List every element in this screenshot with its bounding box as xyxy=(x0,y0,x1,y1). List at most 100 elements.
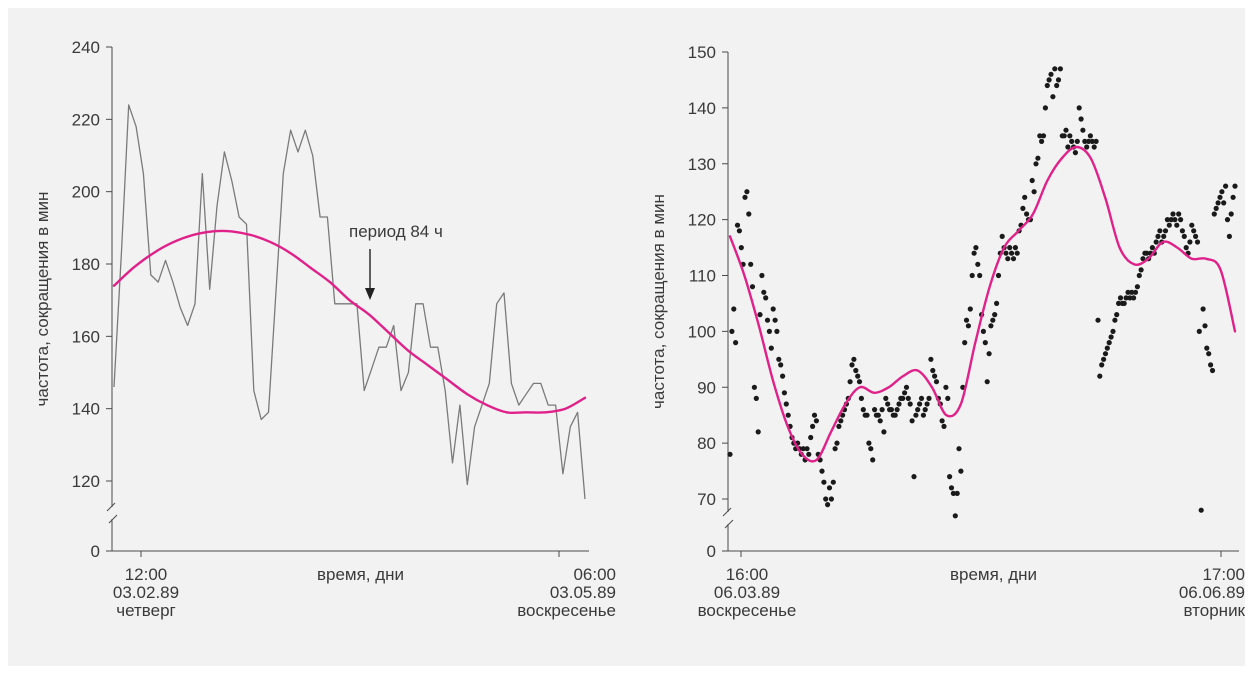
y-tick-label: 220 xyxy=(72,110,100,129)
data-point xyxy=(1174,222,1180,228)
data-point xyxy=(1138,267,1144,273)
data-point xyxy=(866,440,872,446)
data-point xyxy=(770,306,776,312)
data-point xyxy=(810,423,816,429)
data-point xyxy=(1134,284,1140,290)
data-point xyxy=(1224,217,1231,223)
data-point xyxy=(1082,138,1088,144)
data-point xyxy=(1087,133,1093,139)
y-tick-label: 240 xyxy=(72,38,100,57)
x-axis-label: время, дни xyxy=(950,565,1037,584)
data-point xyxy=(1116,300,1122,306)
data-point xyxy=(1093,138,1099,144)
y-tick-label: 140 xyxy=(688,99,716,118)
data-point xyxy=(982,340,988,346)
data-point xyxy=(860,407,866,413)
chart-canvas: 0 120 140 160 180 200 220 240 частота, сокращени… xyxy=(33,38,1245,620)
data-point xyxy=(1181,233,1187,239)
data-point xyxy=(894,407,900,413)
data-point xyxy=(731,306,737,312)
data-point xyxy=(896,401,902,407)
x-tick-label-day: воскресенье xyxy=(517,601,616,620)
data-point xyxy=(1108,334,1114,340)
data-point xyxy=(924,401,930,407)
y-axis-label: частота, сокращения в мин xyxy=(33,192,52,407)
data-point xyxy=(1089,138,1095,144)
data-point xyxy=(800,446,806,452)
data-point xyxy=(943,384,949,390)
data-point xyxy=(1097,373,1103,379)
data-point xyxy=(1198,507,1204,513)
axis-break-mark xyxy=(724,519,734,529)
data-point xyxy=(858,395,865,401)
data-point xyxy=(1114,312,1120,318)
data-point xyxy=(1110,328,1116,334)
data-point xyxy=(999,233,1005,239)
data-point xyxy=(885,401,891,407)
data-point xyxy=(834,440,840,446)
data-point xyxy=(764,317,771,323)
data-point xyxy=(838,418,844,424)
data-point xyxy=(915,407,921,413)
fit-curve xyxy=(728,145,1237,463)
data-point xyxy=(763,295,769,301)
data-point xyxy=(875,412,881,418)
y-tick-label: 130 xyxy=(688,155,716,174)
data-point xyxy=(1132,289,1139,295)
data-point xyxy=(1213,205,1219,211)
data-point xyxy=(1074,138,1080,144)
data-point xyxy=(1123,295,1129,301)
data-point xyxy=(1194,239,1201,245)
data-point xyxy=(1206,351,1212,357)
y-tick-label: 200 xyxy=(72,183,100,202)
data-point xyxy=(892,412,898,418)
data-point xyxy=(1215,200,1221,206)
data-point xyxy=(1055,77,1062,83)
data-point xyxy=(785,412,791,418)
data-point xyxy=(1067,133,1073,139)
data-point xyxy=(986,351,992,357)
data-point xyxy=(733,340,739,346)
data-point xyxy=(933,379,940,385)
data-point xyxy=(1112,317,1118,323)
data-point xyxy=(1099,362,1105,368)
data-point xyxy=(995,272,1002,279)
data-point xyxy=(963,317,970,323)
data-point xyxy=(821,479,827,485)
data-point xyxy=(909,418,915,424)
data-point xyxy=(918,395,925,401)
data-point xyxy=(1048,71,1054,77)
data-point xyxy=(1024,211,1030,217)
data-point xyxy=(1076,105,1082,111)
data-point xyxy=(729,328,735,334)
data-point xyxy=(1121,300,1127,306)
data-point xyxy=(727,451,733,457)
data-point xyxy=(1131,295,1137,301)
data-point xyxy=(1007,245,1013,251)
data-point xyxy=(962,340,968,346)
data-point xyxy=(1078,116,1084,122)
data-point xyxy=(806,451,812,457)
x-tick-label-day: воскресенье xyxy=(698,601,797,620)
data-point xyxy=(768,345,774,351)
data-point xyxy=(1057,66,1063,72)
data-point xyxy=(868,446,874,452)
x-tick-label-date: 03.02.89 xyxy=(113,583,179,602)
data-point xyxy=(1010,256,1017,262)
data-point xyxy=(1125,289,1131,295)
data-point xyxy=(920,412,927,418)
data-point xyxy=(958,468,964,474)
data-point xyxy=(1166,222,1172,228)
data-point xyxy=(744,189,750,195)
data-point xyxy=(1230,194,1236,200)
data-point xyxy=(1104,345,1110,351)
data-point xyxy=(870,457,876,463)
data-point xyxy=(948,485,955,491)
data-point xyxy=(864,412,870,418)
data-point xyxy=(1080,127,1086,133)
data-point xyxy=(1005,256,1011,262)
data-point xyxy=(973,245,979,251)
y-tick-label: 120 xyxy=(688,211,716,230)
data-point xyxy=(980,328,987,334)
axis-break-mark xyxy=(106,502,116,512)
